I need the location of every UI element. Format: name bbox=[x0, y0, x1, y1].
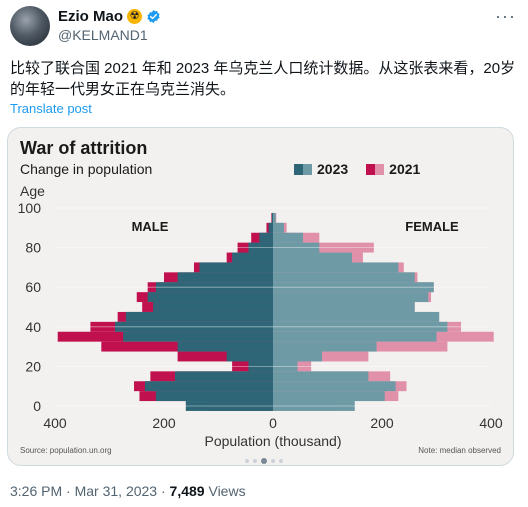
bar-male-2023 bbox=[232, 252, 273, 263]
bar-male-2023 bbox=[259, 232, 273, 243]
x-tick-label: 400 bbox=[479, 415, 503, 431]
chart-source: Source: population.un.org bbox=[20, 446, 112, 455]
meta-separator: · bbox=[160, 483, 166, 499]
verified-badge-icon bbox=[147, 9, 160, 24]
bar-male-2023 bbox=[226, 351, 273, 362]
bar-male-2023 bbox=[147, 292, 273, 303]
carousel-dot[interactable] bbox=[279, 459, 283, 463]
legend-item-2021: 2021 bbox=[366, 161, 420, 177]
y-tick-label: 80 bbox=[25, 240, 41, 256]
avatar[interactable] bbox=[10, 6, 50, 46]
female-label: FEMALE bbox=[405, 219, 459, 234]
post-media-image[interactable]: War of attrition Change in population 20… bbox=[7, 127, 514, 466]
legend-swatch-2021 bbox=[366, 163, 385, 175]
legend-label-2023: 2023 bbox=[317, 161, 349, 177]
bar-male-2023 bbox=[123, 331, 273, 342]
bar-male-2023 bbox=[125, 311, 273, 322]
x-tick-label: 200 bbox=[152, 415, 176, 431]
bar-female-2023 bbox=[273, 262, 399, 273]
carousel-dot[interactable] bbox=[245, 459, 249, 463]
bar-female-2023 bbox=[273, 381, 396, 392]
bar-female-2023 bbox=[273, 232, 303, 243]
bar-female-2023 bbox=[273, 222, 284, 233]
legend-label-2021: 2021 bbox=[389, 161, 421, 177]
bar-female-2023 bbox=[273, 341, 377, 352]
bar-female-2023 bbox=[273, 272, 415, 283]
meta-separator: · bbox=[66, 483, 71, 499]
post-meta: 3:26 PM · Mar 31, 2023 · 7,489 Views bbox=[10, 483, 246, 499]
author-row: Ezio Mao ☢ bbox=[58, 8, 161, 25]
bar-male-2023 bbox=[155, 391, 273, 402]
x-tick-label: 0 bbox=[269, 415, 277, 431]
x-tick-label: 400 bbox=[43, 415, 67, 431]
post-text: 比较了联合国 2021 年和 2023 年乌克兰人口统计数据。从这张表来看，20… bbox=[10, 60, 516, 98]
y-tick-label: 60 bbox=[25, 279, 41, 295]
bar-male-2023 bbox=[177, 272, 273, 283]
chart-legend: 2023 2021 bbox=[294, 161, 438, 177]
bar-male-2023 bbox=[174, 371, 273, 382]
chart-subtitle: Change in population bbox=[20, 161, 153, 177]
y-axis-label: Age bbox=[20, 183, 45, 199]
y-tick-label: 100 bbox=[18, 200, 42, 216]
bar-female-2023 bbox=[273, 292, 429, 303]
carousel-dot-active[interactable] bbox=[261, 458, 267, 464]
y-tick-label: 20 bbox=[25, 358, 41, 374]
bar-female-2023 bbox=[273, 351, 323, 362]
author-handle[interactable]: @KELMAND1 bbox=[58, 27, 148, 43]
legend-item-2023: 2023 bbox=[294, 161, 348, 177]
bar-female-2023 bbox=[273, 331, 437, 342]
y-tick-label: 0 bbox=[33, 398, 41, 414]
carousel-dot[interactable] bbox=[253, 459, 257, 463]
bar-female-2023 bbox=[273, 302, 415, 312]
radiation-icon: ☢ bbox=[127, 9, 143, 24]
bar-male-2023 bbox=[268, 222, 273, 233]
bar-female-2023 bbox=[273, 371, 369, 382]
bar-male-2023 bbox=[177, 341, 273, 352]
more-options-icon[interactable]: ··· bbox=[495, 6, 516, 26]
bar-male-2023 bbox=[153, 302, 273, 312]
bar-female-2023 bbox=[273, 391, 385, 402]
x-axis-label: Population (thousand) bbox=[205, 433, 342, 449]
bar-female-2023 bbox=[273, 252, 353, 263]
bar-male-2023 bbox=[199, 262, 273, 273]
bar-male-2023 bbox=[144, 381, 273, 392]
translate-post-link[interactable]: Translate post bbox=[10, 101, 92, 116]
x-tick-label: 200 bbox=[370, 415, 394, 431]
bar-female-2023 bbox=[273, 311, 440, 322]
male-label: MALE bbox=[132, 219, 169, 234]
carousel-dot[interactable] bbox=[271, 459, 275, 463]
y-tick-label: 40 bbox=[25, 319, 41, 335]
bar-female-2023 bbox=[273, 212, 276, 223]
author-name[interactable]: Ezio Mao bbox=[58, 8, 124, 25]
views-count: 7,489 bbox=[169, 483, 205, 499]
post-time[interactable]: 3:26 PM bbox=[10, 483, 63, 499]
bar-male-2023 bbox=[271, 212, 273, 223]
chart-title: War of attrition bbox=[20, 138, 148, 158]
chart-note: Note: median observed bbox=[418, 446, 501, 455]
bar-male-2021 bbox=[177, 351, 273, 362]
carousel-indicator[interactable] bbox=[245, 458, 283, 464]
legend-swatch-2023 bbox=[294, 163, 312, 175]
views-label: Views bbox=[208, 483, 246, 499]
post-date[interactable]: Mar 31, 2023 bbox=[74, 483, 158, 499]
